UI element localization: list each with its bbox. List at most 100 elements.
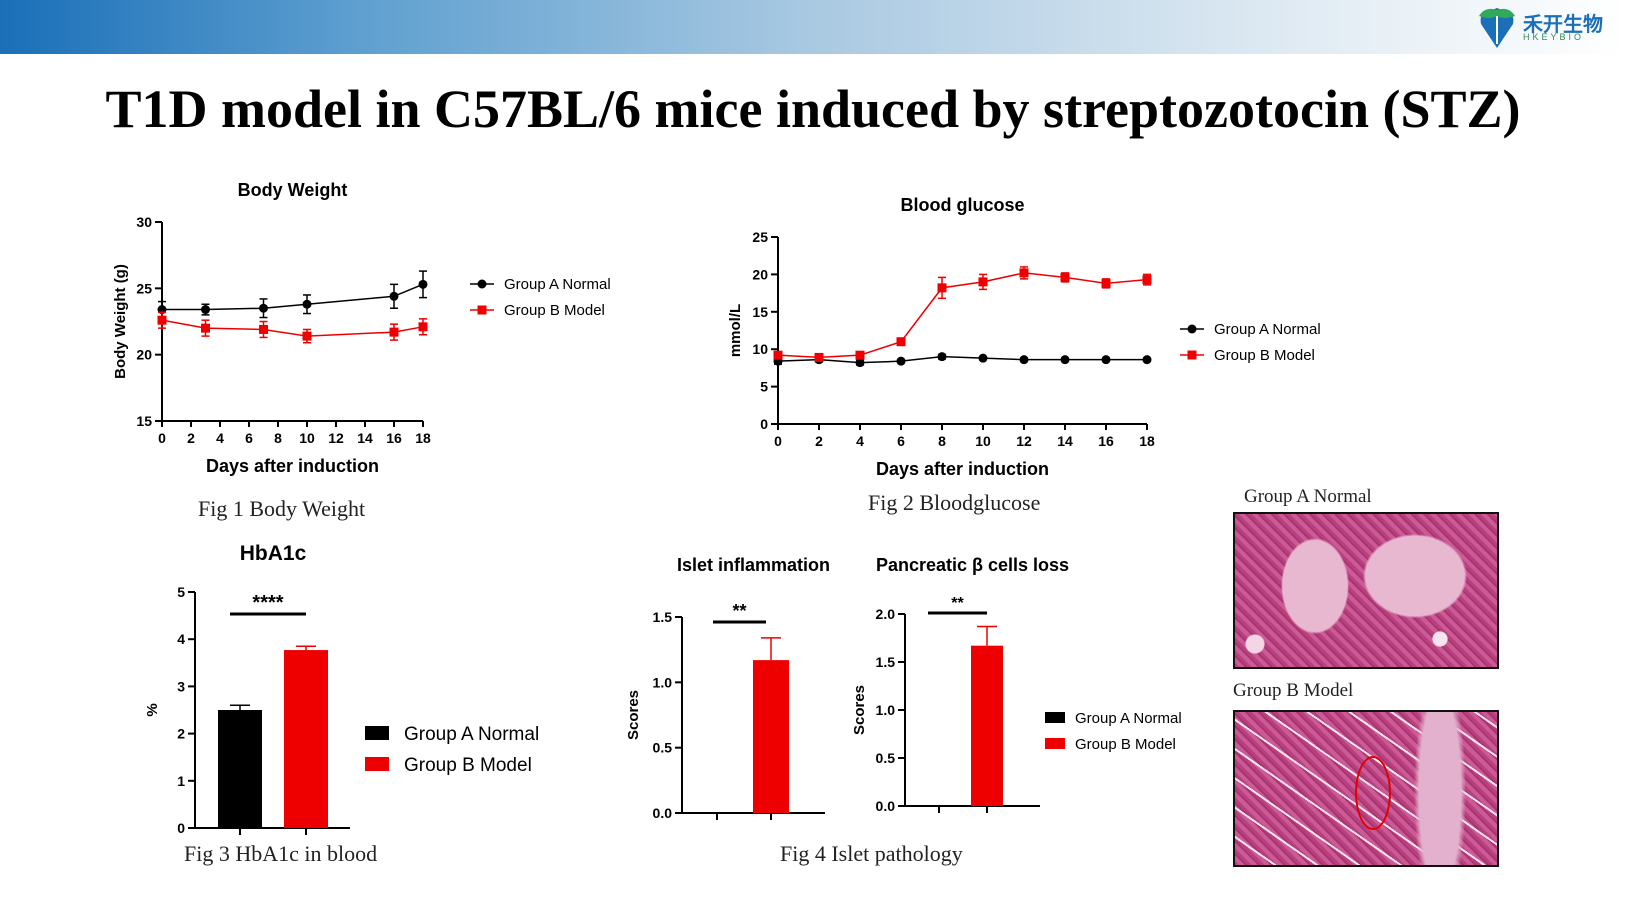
blood-glucose-y-tick-label: 20 — [752, 266, 768, 282]
blood-glucose-x-tick-label: 0 — [774, 433, 782, 449]
islet-inflammation-y-tick-label: 0.0 — [653, 805, 673, 821]
blood-glucose-series-line — [777, 355, 1147, 364]
blood-glucose-x-tick-label: 10 — [975, 433, 991, 449]
beta-cell-loss-bar — [971, 645, 1003, 806]
blood-glucose-y-tick-label: 25 — [752, 229, 768, 245]
blood-glucose-x-label: Days after induction — [876, 459, 1049, 479]
blood-glucose-data-point — [937, 283, 947, 293]
body-weight-x-label: Days after induction — [206, 456, 379, 476]
page-title: T1D model in C57BL/6 mice induced by str… — [105, 79, 1521, 139]
hba1c-significance-label: **** — [252, 592, 283, 614]
blood-glucose-data-point — [978, 353, 988, 363]
histology-b-label: Group B Model — [1233, 680, 1354, 701]
islet-inflammation-y-tick-label: 1.5 — [653, 609, 673, 625]
blood-glucose-data-point — [1019, 355, 1029, 365]
blood-glucose-data-point — [855, 358, 865, 368]
blood-glucose-legend-label: Group A Normal — [1214, 321, 1321, 338]
blood-glucose-legend-label: Group B Model — [1214, 347, 1315, 364]
blood-glucose-y-label: mmol/L — [727, 304, 744, 357]
blood-glucose-data-point — [937, 352, 947, 362]
body-weight-data-point — [302, 331, 312, 341]
blood-glucose-data-point — [1101, 355, 1111, 365]
body-weight-y-tick-label: 25 — [136, 280, 152, 296]
body-weight-x-tick-label: 14 — [357, 430, 373, 446]
beta-cell-loss-y-label: Scores — [851, 685, 868, 735]
body-weight-x-tick-label: 16 — [386, 430, 402, 446]
body-weight-data-point — [201, 305, 210, 315]
body-weight-legend-label: Group A Normal — [504, 276, 611, 293]
beta-cell-loss-legend-swatch — [1045, 738, 1065, 749]
blood-glucose-data-point — [978, 277, 988, 287]
body-weight-data-point — [302, 299, 312, 309]
blood-glucose-y-tick-label: 0 — [760, 416, 768, 432]
blood-glucose-data-point — [1142, 275, 1152, 285]
blood-glucose-data-point — [855, 350, 865, 360]
body-weight-data-point — [389, 327, 399, 337]
brand-subtitle: HKEYBIO — [1523, 32, 1585, 42]
blood-glucose-legend-marker — [1187, 350, 1197, 360]
islet-inflammation-y-label: Scores — [625, 690, 642, 740]
hba1c-legend-label: Group B Model — [404, 755, 532, 776]
islet-inflammation-significance-label: ** — [732, 601, 746, 621]
beta-cell-loss-significance-label: ** — [951, 595, 964, 612]
body-weight-data-point — [259, 303, 268, 313]
hba1c-title: HbA1c — [240, 542, 307, 565]
blood-glucose-x-tick-label: 4 — [856, 433, 864, 449]
body-weight-x-tick-label: 18 — [415, 430, 431, 446]
leaf-icon — [1479, 8, 1515, 48]
islet-inflammation-y-tick-label: 1.0 — [653, 674, 673, 690]
blood-glucose-legend-marker — [1187, 324, 1197, 334]
hba1c-legend-swatch — [365, 757, 389, 771]
body-weight-series-line — [161, 319, 424, 337]
body-weight-legend-label: Group B Model — [504, 302, 605, 319]
body-weight-x-tick-label: 12 — [328, 430, 344, 446]
blood-glucose-data-point — [1060, 355, 1070, 365]
beta-cell-loss-title: Pancreatic β cells loss — [876, 555, 1069, 575]
hba1c-y-tick-label: 1 — [177, 773, 185, 789]
fig4-caption: Fig 4 Islet pathology — [780, 841, 963, 866]
islet-inflammation-y-tick-label: 0.5 — [653, 740, 673, 756]
hba1c-bar — [218, 710, 262, 828]
blood-glucose-title: Blood glucose — [900, 195, 1024, 215]
body-weight-x-tick-label: 4 — [216, 430, 224, 446]
hba1c-y-tick-label: 0 — [177, 820, 185, 836]
body-weight-x-tick-label: 8 — [274, 430, 282, 446]
fig3-caption: Fig 3 HbA1c in blood — [184, 841, 378, 866]
body-weight-data-point — [259, 324, 268, 334]
body-weight-y-tick-label: 30 — [136, 214, 152, 230]
body-weight-data-point — [201, 323, 210, 333]
body-weight-data-point — [389, 291, 399, 301]
blood-glucose-data-point — [1060, 272, 1070, 282]
body-weight-x-tick-label: 10 — [299, 430, 315, 446]
hba1c-legend-label: Group A Normal — [404, 724, 539, 745]
hba1c-bar — [284, 650, 328, 828]
body-weight-data-point — [418, 279, 428, 289]
body-weight-series-line — [162, 283, 424, 311]
hba1c-y-tick-label: 4 — [177, 631, 185, 647]
blood-glucose-data-point — [896, 356, 906, 366]
hba1c-y-tick-label: 5 — [177, 584, 185, 600]
blood-glucose-x-tick-label: 18 — [1139, 433, 1155, 449]
blood-glucose-x-tick-label: 16 — [1098, 433, 1114, 449]
blood-glucose-data-point — [773, 350, 783, 360]
blood-glucose-x-tick-label: 12 — [1016, 433, 1032, 449]
blood-glucose-data-point — [896, 337, 906, 347]
blood-glucose-data-point — [1101, 278, 1111, 288]
blood-glucose-y-tick-label: 15 — [752, 304, 768, 320]
hba1c-y-tick-label: 2 — [177, 726, 185, 742]
body-weight-legend-marker — [477, 279, 487, 289]
header-banner — [0, 0, 1626, 54]
body-weight-data-point — [157, 315, 167, 325]
beta-cell-loss-legend-label: Group A Normal — [1075, 710, 1182, 727]
beta-cell-loss-legend-swatch — [1045, 712, 1065, 723]
body-weight-x-tick-label: 0 — [158, 430, 166, 446]
body-weight-data-point — [418, 322, 428, 332]
body-weight-y-tick-label: 15 — [136, 413, 152, 429]
body-weight-legend-marker — [477, 305, 487, 315]
beta-cell-loss-y-tick-label: 1.5 — [876, 654, 896, 670]
beta-cell-loss-y-tick-label: 2.0 — [876, 606, 896, 622]
hba1c-legend-swatch — [365, 726, 389, 740]
blood-glucose-x-tick-label: 14 — [1057, 433, 1073, 449]
hba1c-y-tick-label: 3 — [177, 678, 185, 694]
